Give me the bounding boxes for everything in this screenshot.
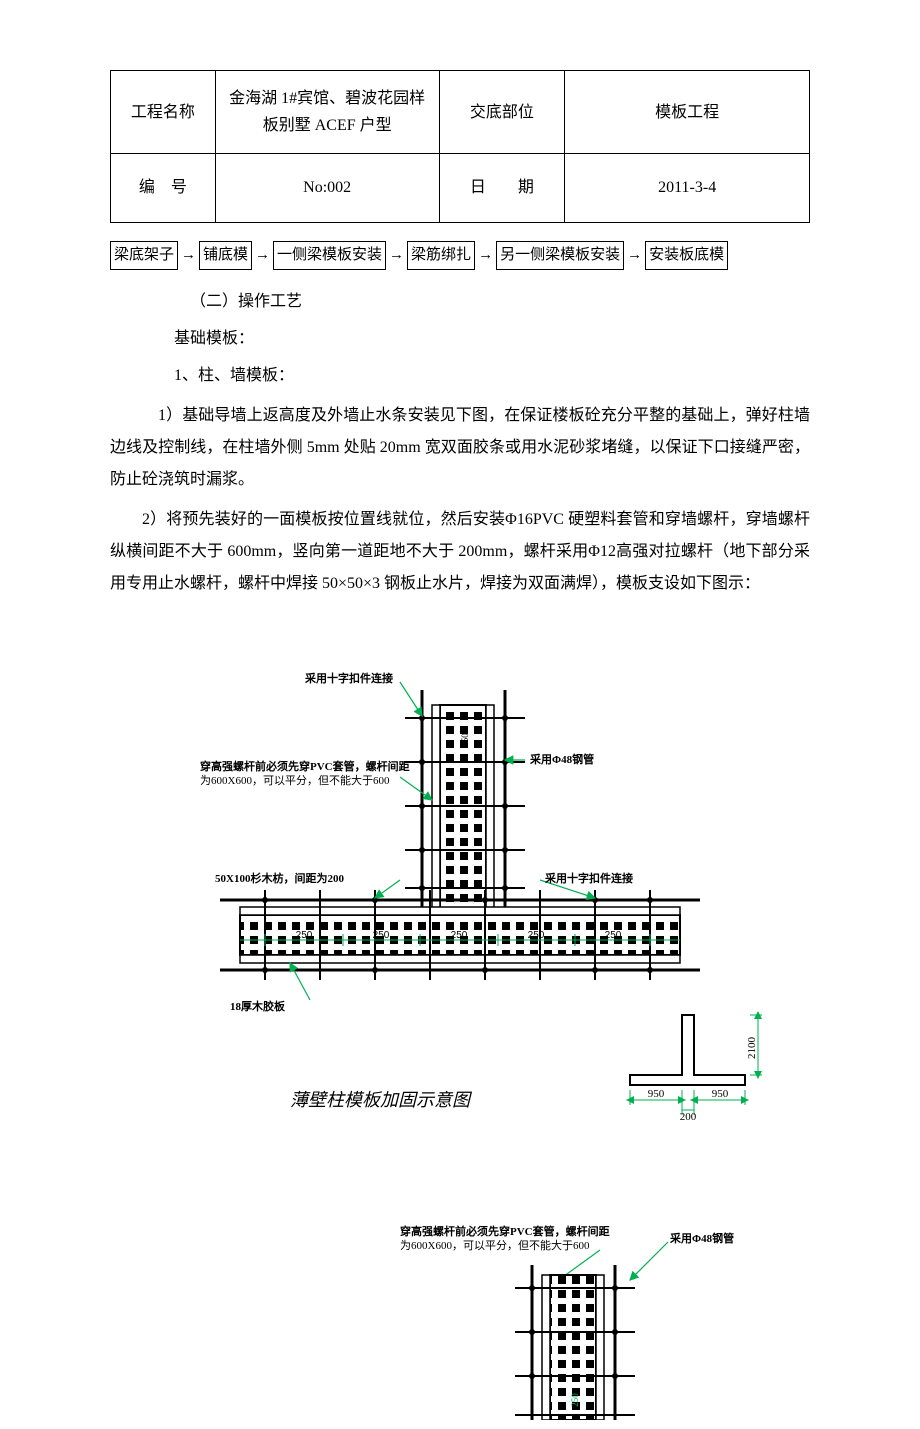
hdr-label-part: 交底部位	[439, 71, 565, 154]
flow-arrow-icon: →	[627, 243, 642, 269]
flow-arrow-icon: →	[181, 243, 196, 269]
section-heading: （二）操作工艺	[110, 288, 810, 315]
flow-step-4: 梁筋绑扎	[407, 241, 475, 271]
process-flow: 梁底架子 → 铺底模 → 一侧梁模板安装 → 梁筋绑扎 → 另一侧梁模板安装 →…	[110, 241, 810, 271]
diag1-label-left1b: 为600X600，可以平分，但不能大于600	[200, 773, 390, 787]
subheading-2: 1、柱、墙模板：	[110, 362, 810, 389]
dim-label: 250	[373, 930, 390, 941]
diag1-label-bottom: 18厚木胶板	[230, 999, 286, 1013]
hdr-label-date: 日 期	[439, 154, 565, 222]
diag2-label-left1a: 穿高强螺杆前必须先穿PVC套管，螺杆间距	[400, 1224, 610, 1238]
flow-arrow-icon: →	[478, 243, 493, 269]
dim-label: 250	[528, 930, 545, 941]
diag2-label-left1b: 为600X600，可以平分，但不能大于600	[400, 1238, 590, 1252]
flow-step-1: 梁底架子	[110, 241, 178, 271]
hdr-value-date: 2011-3-4	[565, 154, 810, 222]
diag1-label-right1: 采用Φ48钢管	[529, 752, 594, 766]
flow-step-2: 铺底模	[199, 241, 252, 271]
dim-2100: 2100	[746, 1036, 758, 1059]
diag2-label-right1: 采用Φ48钢管	[669, 1231, 734, 1245]
diag1-label-left2: 50X100杉木枋，间距为200	[215, 871, 344, 885]
diag1-label-right2: 采用十字扣件连接	[544, 871, 633, 885]
flow-step-5: 另一侧梁模板安装	[496, 241, 624, 271]
dim-label: 250	[605, 930, 622, 941]
diagram-1-caption: 薄壁柱模板加固示意图	[290, 1085, 470, 1116]
hdr-value-part: 模板工程	[565, 71, 810, 154]
dim-label: 250	[296, 930, 313, 941]
flow-step-3: 一侧梁模板安装	[273, 241, 386, 271]
diag1-label-top: 采用十字扣件连接	[304, 671, 393, 685]
subheading-1: 基础模板：	[110, 325, 810, 352]
dim-200: 200	[680, 1111, 697, 1120]
hdr-label-project: 工程名称	[111, 71, 216, 154]
diagram-2: 穿高强螺杆前必须先穿PVC套管，螺杆间距 为600X600，可以平分，但不能大于…	[110, 1220, 810, 1420]
hdr-value-project: 金海湖 1#宾馆、碧波花园样板别墅 ACEF 户型	[215, 71, 439, 154]
dim-label: 250	[570, 1392, 580, 1406]
dim-label: 250	[460, 732, 470, 746]
flow-arrow-icon: →	[389, 243, 404, 269]
hdr-value-no: No:002	[215, 154, 439, 222]
section-profile: 950 950 200 2100	[610, 1010, 770, 1120]
dim-label: 250	[451, 930, 468, 941]
paragraph-2: 2）将预先装好的一面模板按位置线就位，然后安装Φ16PVC 硬塑料套管和穿墙螺杆…	[110, 504, 810, 600]
dim-950-left: 950	[648, 1088, 665, 1100]
diagram-1: 250 250 250 250 250 250 采用十字扣件连接 穿高强螺杆前必…	[110, 670, 810, 1130]
flow-step-6: 安装板底模	[645, 241, 728, 271]
hdr-label-no: 编 号	[111, 154, 216, 222]
diag1-label-left1a: 穿高强螺杆前必须先穿PVC套管，螺杆间距	[200, 759, 410, 773]
header-table: 工程名称 金海湖 1#宾馆、碧波花园样板别墅 ACEF 户型 交底部位 模板工程…	[110, 70, 810, 223]
dim-950-right: 950	[712, 1088, 729, 1100]
paragraph-1: 1）基础导墙上返高度及外墙止水条安装见下图，在保证楼板砼充分平整的基础上，弹好柱…	[110, 400, 810, 496]
flow-arrow-icon: →	[255, 243, 270, 269]
